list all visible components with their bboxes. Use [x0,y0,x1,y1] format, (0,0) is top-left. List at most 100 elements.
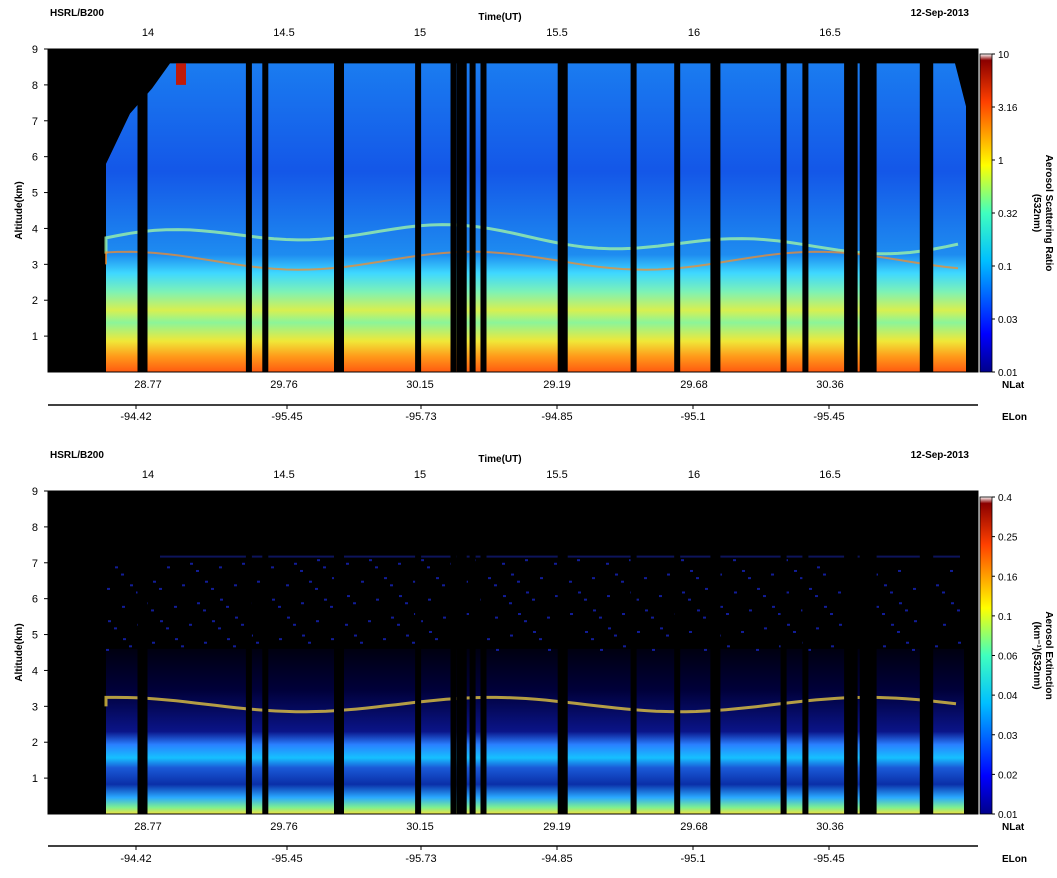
noise-speck [800,577,803,580]
nlat-label: NLat [1002,380,1025,391]
nlat-tick-label: 30.36 [816,379,844,391]
data-gap [262,491,269,814]
noise-speck [688,598,691,601]
noise-speck [898,569,901,572]
noise-speck [772,605,775,608]
noise-speck [593,609,596,612]
data-gap [630,491,637,814]
noise-speck [293,623,296,626]
noise-speck [496,648,499,651]
data-gap [469,491,476,814]
instrument-label: HSRL/B200 [50,450,104,461]
data-gap [870,49,877,372]
colorbar-title: Aerosol Extinction [1043,611,1054,699]
noise-speck [570,613,573,616]
noise-speck [153,580,156,583]
colorbar-tick-label: 0.1 [998,612,1012,623]
elon-tick-label: -95.45 [271,853,302,865]
noise-speck [323,566,326,569]
noise-speck [300,569,303,572]
noise-speck [129,645,132,648]
noise-speck [697,609,700,612]
data-gap [710,491,721,814]
noise-speck [682,591,685,594]
data-gap [859,49,866,372]
noise-speck [600,648,603,651]
noise-speck [257,580,260,583]
noise-speck [555,595,558,598]
noise-speck [621,580,624,583]
noise-speck [413,580,416,583]
noise-speck [331,638,334,641]
y-tick-label: 7 [32,558,38,570]
noise-speck [876,605,879,608]
noise-speck [428,598,431,601]
noise-speck [629,559,632,562]
elon-tick-label: -94.42 [120,411,151,423]
noise-speck [726,613,729,616]
noise-speck [421,559,424,562]
noise-speck [914,620,917,623]
y-axis-label: Altitude(km) [14,623,25,681]
elon-tick-label: -94.85 [541,411,572,423]
noise-speck [242,562,245,565]
noise-speck [286,584,289,587]
noise-speck [808,648,811,651]
noise-speck [390,584,393,587]
data-gap [859,491,866,814]
data-gap [851,491,858,814]
noise-speck [771,573,774,576]
instrument-label: HSRL/B200 [50,8,104,19]
noise-speck [205,580,208,583]
time-tick-label: 14 [142,27,154,39]
colorbar-tick-label: 3.16 [998,103,1018,114]
noise-speck [839,623,842,626]
data-gap [415,491,422,814]
colorbar-tick-label: 0.16 [998,572,1018,583]
nlat-tick-label: 29.76 [270,379,298,391]
y-tick-label: 4 [32,665,38,677]
noise-speck [809,587,812,590]
noise-speck [397,623,400,626]
noise-speck [391,616,394,619]
time-tick-label: 15 [414,469,426,481]
data-gap [630,49,637,372]
noise-speck [360,641,363,644]
noise-speck [794,569,797,572]
noise-speck [793,630,796,633]
noise-speck [533,630,536,633]
noise-speck [838,591,841,594]
nlat-tick-label: 29.19 [543,379,571,391]
noise-speck [577,559,580,562]
noise-speck [330,605,333,608]
nlat-tick-label: 28.77 [134,379,162,391]
noise-speck [608,627,611,630]
noise-speck [271,566,274,569]
noise-speck [906,641,909,644]
data-gap [415,49,422,372]
noise-speck [495,616,498,619]
noise-speck [936,584,939,587]
y-tick-label: 9 [32,486,38,498]
data-gap [245,491,252,814]
noise-speck [406,634,409,637]
noise-speck [122,605,125,608]
data-gap [480,49,487,372]
noise-speck [741,630,744,633]
data-gap [863,491,874,814]
noise-speck [525,559,528,562]
noise-speck [899,602,902,605]
noise-speck [294,562,297,565]
noise-speck [287,616,290,619]
noise-speck [943,623,946,626]
extinction-field [106,648,964,814]
noise-speck [234,584,237,587]
nlat-tick-label: 29.68 [680,379,708,391]
colorbar-tick-label: 0.1 [998,262,1012,273]
scattering-ratio-field [106,63,966,372]
colorbar-tick-label: 0.03 [998,315,1018,326]
noise-speck [764,627,767,630]
noise-speck [591,638,594,641]
colorbar [979,53,993,373]
noise-speck [532,598,535,601]
